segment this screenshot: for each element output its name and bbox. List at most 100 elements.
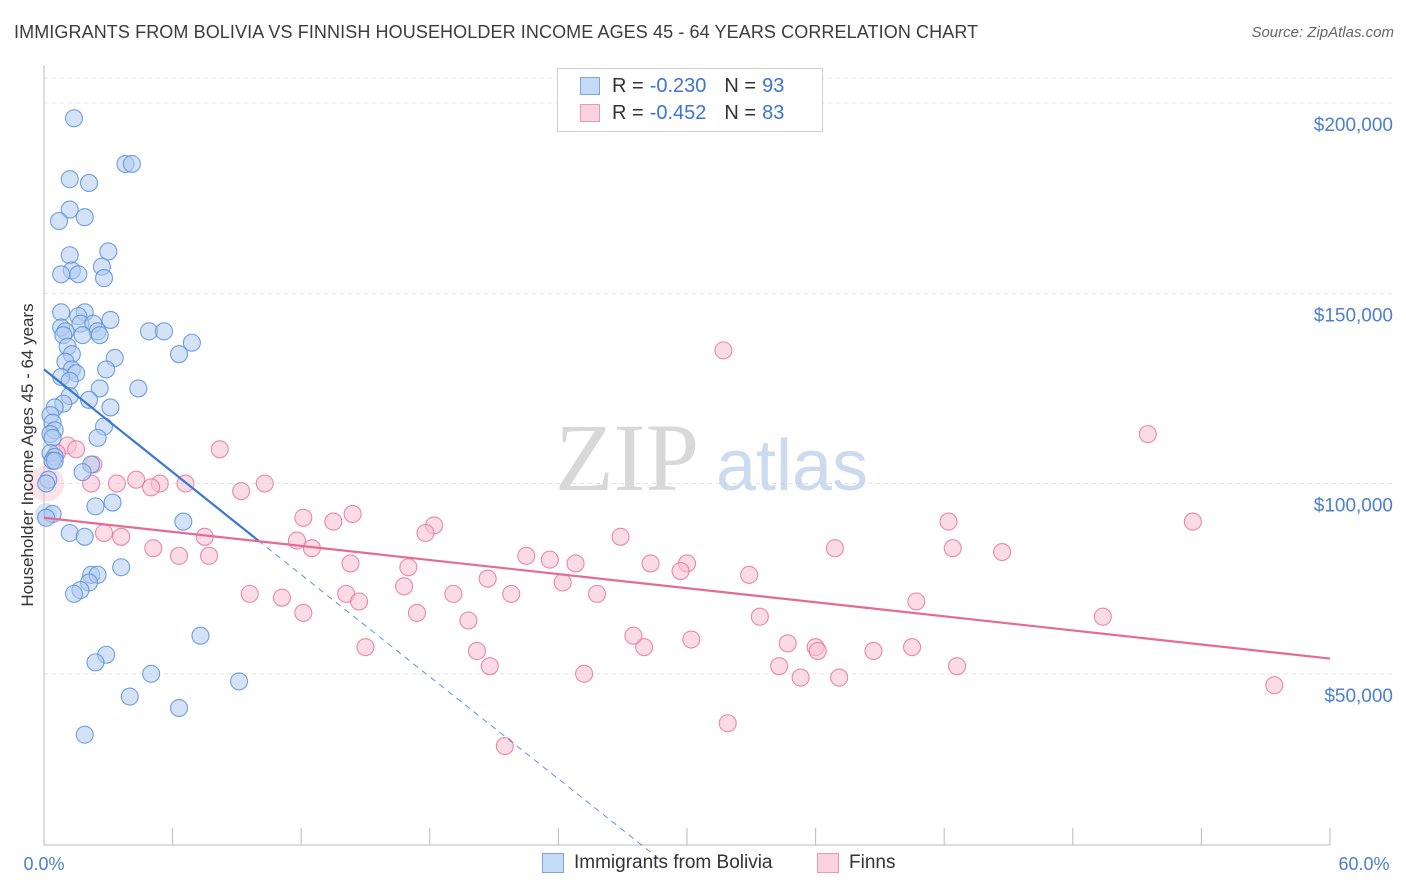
series-finns-point <box>575 664 594 683</box>
series-finns-point <box>902 638 922 657</box>
legend-swatch-blue <box>580 77 600 95</box>
series-finns-point <box>350 592 369 611</box>
legend-n-label: N = <box>724 74 757 97</box>
series-finns-point <box>587 584 607 603</box>
series-bolivia-point <box>64 109 84 128</box>
series-finns-point <box>343 504 362 524</box>
series-finns-point <box>671 561 690 581</box>
series-bolivia-point <box>75 208 94 227</box>
series-bolivia-point <box>52 303 71 322</box>
series-finns-point <box>169 546 189 565</box>
series-bolivia-point <box>86 497 105 516</box>
series-bolivia-point <box>94 269 114 288</box>
series-bolivia-point <box>52 265 71 284</box>
series-finns-point <box>294 508 313 527</box>
legend-r-value: -0.230 <box>649 74 707 97</box>
bottom-legend-swatch-blue <box>542 853 564 873</box>
series-bolivia-point <box>64 584 84 603</box>
bottom-legend-bolivia: Immigrants from Bolivia <box>542 852 773 874</box>
series-bolivia-point <box>174 512 193 531</box>
series-finns-point <box>272 588 291 607</box>
series-bolivia-point <box>129 379 148 398</box>
series-finns-point <box>142 478 161 497</box>
series-finns-point <box>395 577 414 596</box>
trend-lines <box>43 368 1331 865</box>
axes <box>43 65 1331 846</box>
series-finns-point <box>341 554 360 573</box>
series-finns-point <box>502 584 521 603</box>
series-finns-point <box>864 641 883 661</box>
series-bolivia-point <box>99 242 118 261</box>
bottom-legend-label: Finns <box>849 852 896 873</box>
series-bolivia-point <box>103 493 122 512</box>
series-bolivia-point <box>120 687 139 706</box>
y-tick-label: $200,000 <box>1314 115 1393 136</box>
series-finns-point <box>939 512 958 531</box>
series-finns-point <box>399 558 418 577</box>
series-finns-point <box>495 737 514 756</box>
series-finns-point <box>294 603 313 622</box>
trend-line-finns <box>43 516 1331 660</box>
series-finns-point <box>127 470 146 489</box>
series-bolivia-point <box>101 398 120 417</box>
series-finns-point <box>718 714 737 733</box>
series-finns-point <box>478 569 497 588</box>
watermark-atlas: atlas <box>716 426 868 506</box>
series-bolivia-point <box>101 310 120 329</box>
legend-n-value: 83 <box>762 101 785 124</box>
y-tick-label: $50,000 <box>1324 686 1393 707</box>
series-finns-point <box>199 546 219 565</box>
series-finns-point <box>416 523 435 543</box>
series-finns-point <box>324 512 343 531</box>
legend-r-label: R = <box>612 101 644 124</box>
series-bolivia-point <box>79 173 99 193</box>
series-finns-point <box>517 546 536 565</box>
x-tick-label: 0.0% <box>23 854 64 874</box>
series-bolivia-point <box>60 371 79 390</box>
series-finns-point <box>682 630 701 649</box>
series-bolivia-point <box>37 474 56 493</box>
legend-r-label: R = <box>612 74 644 97</box>
series-finns-point <box>750 607 769 626</box>
gridlines <box>44 77 1395 675</box>
series-bolivia-point <box>139 322 159 341</box>
series-bolivia-point <box>60 170 79 189</box>
series-bolivia-point <box>229 672 249 691</box>
series-bolivia-point <box>169 345 189 364</box>
x-tick-label: 60.0% <box>1338 854 1389 874</box>
y-tick-label: $100,000 <box>1314 496 1393 517</box>
chart-title: IMMIGRANTS FROM BOLIVIA VS FINNISH HOUSE… <box>14 22 979 42</box>
series-finns-point <box>553 573 572 592</box>
series-bolivia-point <box>154 322 174 341</box>
series-finns-point <box>778 634 797 653</box>
series-bolivia-point <box>97 360 116 379</box>
series-finns-point <box>240 584 259 603</box>
series-finns-point <box>1183 512 1202 531</box>
legend-swatch-pink <box>580 104 600 122</box>
legend-n-label: N = <box>724 101 757 124</box>
trend-line-bolivia <box>43 368 260 542</box>
series-bolivia-point <box>90 379 109 398</box>
series-finns-point <box>67 440 86 459</box>
series-bolivia-point <box>122 154 141 173</box>
series-bolivia-point <box>169 698 189 718</box>
series-finns-point <box>611 527 630 546</box>
series-finns-point <box>566 554 585 573</box>
series-bolivia-point <box>86 653 105 672</box>
series-finns-point <box>210 440 229 459</box>
series-finns-point <box>107 474 126 493</box>
series-finns-point <box>714 341 733 360</box>
series-finns-point <box>624 626 643 645</box>
series-finns-point <box>808 641 827 661</box>
series-finns-point <box>540 550 559 569</box>
bottom-legend-swatch-pink <box>817 853 839 873</box>
series-finns-point <box>94 523 114 543</box>
source-credit: Source: ZipAtlas.com <box>1251 24 1394 41</box>
series-bolivia-point <box>73 463 92 482</box>
series-finns-point <box>1138 425 1157 444</box>
bottom-legend-label: Immigrants from Bolivia <box>574 852 773 873</box>
series-finns-point <box>993 542 1012 562</box>
legend-n-value: 93 <box>762 74 785 97</box>
series-bolivia-point <box>69 265 88 284</box>
series-finns-point <box>907 592 926 611</box>
